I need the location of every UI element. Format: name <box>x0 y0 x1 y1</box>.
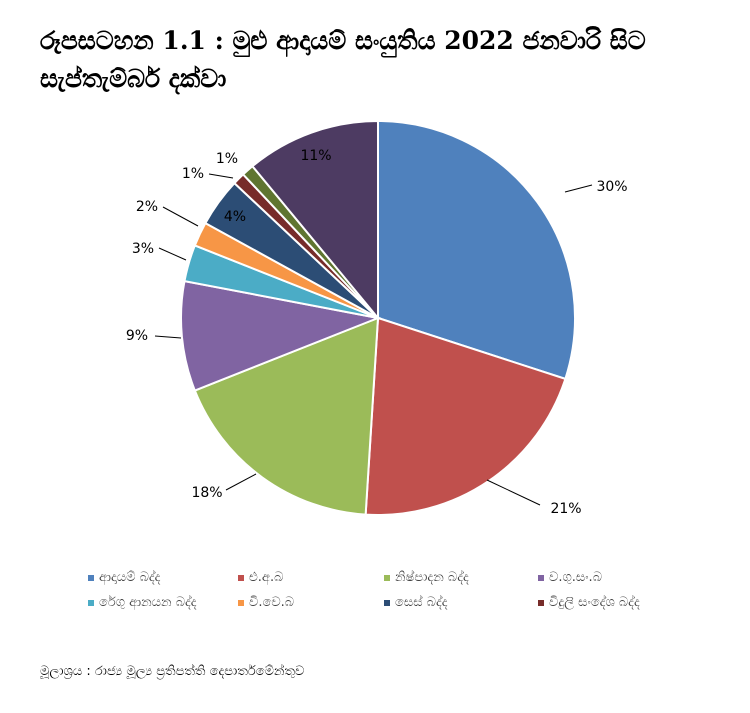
data-label: 30% <box>596 179 627 195</box>
leader-line <box>225 473 257 491</box>
pie-slice <box>251 119 379 321</box>
data-label: 1% <box>216 151 238 167</box>
pie-slice <box>180 279 382 392</box>
legend-item: ව.ගු.සං.බ <box>538 570 718 585</box>
leader-line <box>154 335 182 339</box>
leader-line <box>162 206 199 227</box>
data-label: 3% <box>132 241 154 257</box>
legend-swatch <box>538 574 544 581</box>
legend-label: ව.ගු.සං.බ <box>549 570 602 585</box>
data-label: 21% <box>550 501 581 517</box>
legend-label: රේගු ආනයන බද්ද <box>99 595 197 610</box>
legend-swatch <box>238 599 244 606</box>
data-label: 11% <box>300 148 331 164</box>
leader-line <box>486 479 541 506</box>
legend-swatch <box>88 599 94 606</box>
legend-item: රේගු ආනයන බද්ද <box>88 595 238 610</box>
legend-label: නිෂ්පාදන බද්ද <box>395 570 469 585</box>
pie-chart: 30% 21% 18% 9% 3% 2% 4% 1% 1% 11% <box>126 119 628 517</box>
legend-swatch <box>384 574 390 581</box>
leader-line <box>208 173 234 179</box>
data-label: 9% <box>126 328 148 344</box>
legend-label: සෙස් බද්ද <box>395 595 448 610</box>
legend-swatch <box>238 574 244 581</box>
legend-swatch <box>538 599 544 606</box>
legend-label: ආදායම් බද්ද <box>99 570 161 585</box>
legend-item: එ.අ.බ <box>238 570 384 585</box>
leader-line <box>564 184 593 193</box>
data-label: 4% <box>224 209 246 225</box>
legend-item: ආදායම් බද්ද <box>88 570 238 585</box>
chart-title: රූපසටහන 1.1 : මුළු ආදායම් සංයුතිය 2022 ජ… <box>40 26 646 93</box>
legend-label: විදුලි සංදේශ බද්ද <box>549 595 640 610</box>
legend-item: සෙස් බද්ද <box>384 595 538 610</box>
chart-legend: ආදායම් බද්ද එ.අ.බ නිෂ්පාදන බද්ද ව.ගු.සං.බ රේ… <box>88 570 728 610</box>
data-label: 2% <box>136 199 158 215</box>
legend-label: වි.වෙ.බ <box>249 595 295 610</box>
legend-label: එ.අ.බ <box>249 570 284 585</box>
pie-slice <box>377 119 576 381</box>
legend-item: විදුලි සංදේශ බද්ද <box>538 595 718 610</box>
data-label: 1% <box>182 166 204 182</box>
legend-swatch <box>88 574 94 581</box>
source-note: මූලාශ්‍රය : රාජ්‍ය මූල්‍ය ප්‍රතිපත්ති දෙ… <box>40 664 305 679</box>
leader-line <box>158 247 187 261</box>
legend-swatch <box>384 599 390 606</box>
data-label: 18% <box>191 485 222 501</box>
pie-slice <box>193 316 380 516</box>
legend-item: නිෂ්පාදන බද්ද <box>384 570 538 585</box>
legend-item: වි.වෙ.බ <box>238 595 384 610</box>
